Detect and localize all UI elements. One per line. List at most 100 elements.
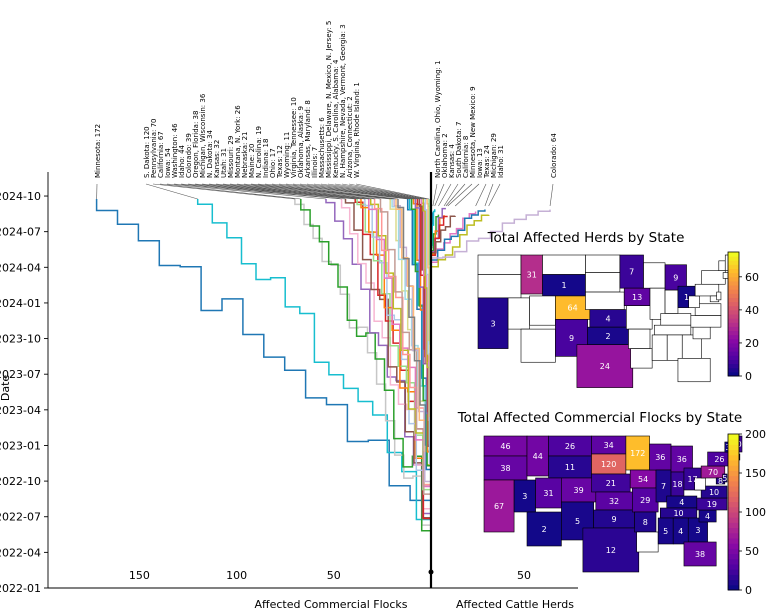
colorbar-tick-label: 20 <box>745 337 759 350</box>
y-tick-label: 2023-04 <box>0 404 41 417</box>
y-tick-label: 2023-07 <box>0 368 41 381</box>
state-shape <box>688 295 700 308</box>
series-line <box>360 199 432 563</box>
state-shape <box>535 477 562 509</box>
flocks-map-title: Total Affected Commercial Flocks by Stat… <box>457 410 743 426</box>
colorbar-segment <box>728 543 739 549</box>
colorbar-segment <box>728 512 739 518</box>
series-label: Massachusetts: 6 <box>318 117 326 178</box>
state-value-label: 11 <box>565 463 575 472</box>
state-value-label: 38 <box>500 464 510 473</box>
colorbar-segment <box>728 318 739 323</box>
colorbar-segment <box>728 460 739 466</box>
series-labels: Minnesota: 172 S. Dakota: 120 Pennsylvania… <box>94 21 558 179</box>
label-leader <box>159 183 301 200</box>
y-tick-label: 2023-01 <box>0 439 41 452</box>
y-tick-label: 2022-04 <box>0 546 41 559</box>
label-leader <box>271 183 398 200</box>
colorbar-segment <box>728 454 739 461</box>
label-leaders <box>96 183 554 207</box>
label-leader <box>166 183 327 200</box>
series-label: North Carolina, Ohio, Wyoming: 1 <box>434 60 442 178</box>
colorbar-tick-label: 0 <box>745 370 752 383</box>
series-line <box>356 199 432 564</box>
colorbar-segment <box>728 338 739 344</box>
state-shape <box>643 262 666 289</box>
series-line <box>412 199 432 570</box>
colorbar-tick-label: 150 <box>745 467 766 480</box>
series-line <box>196 199 432 564</box>
series-label: N. Hampshire, Nevada, Vermont, Georgia: … <box>339 24 347 178</box>
state-shape <box>664 289 679 314</box>
series-label: Texas: 24 <box>483 145 491 179</box>
state-shape <box>520 328 556 363</box>
label-leader <box>229 183 375 200</box>
state-shape <box>561 501 594 541</box>
state-shape <box>555 319 588 357</box>
colorbar-segment <box>728 501 739 508</box>
label-leader <box>313 183 418 200</box>
colorbar-segment <box>728 309 739 315</box>
series-label: N. Dakota: 34 <box>206 129 214 178</box>
state-value-label: 2 <box>542 525 547 534</box>
label-leader <box>434 183 445 207</box>
label-leader <box>278 183 408 200</box>
colorbar-segment <box>728 527 739 534</box>
colorbar-segment <box>728 359 739 365</box>
flocks-map: 4626341723844111203636262021546733139322… <box>483 428 766 597</box>
colorbar-segment <box>728 363 739 369</box>
series-label: Idaho: 31 <box>497 145 505 178</box>
series-label: Arkansas, Maryland: 8 <box>304 100 312 178</box>
herds-map-title: Total Affected Herds by State <box>487 230 685 246</box>
state-value-label: 67 <box>494 502 504 511</box>
series-label: California: 8 <box>462 136 470 178</box>
colorbar-segment <box>728 434 739 440</box>
state-value-label: 12 <box>606 546 616 555</box>
y-tick-label: 2024-04 <box>0 261 41 274</box>
state-value-label: 38 <box>695 550 705 559</box>
state-value-label: 7 <box>629 268 634 277</box>
colorbar-segment <box>728 326 739 332</box>
state-value-label: 36 <box>655 453 665 462</box>
colorbar-segment <box>728 260 739 265</box>
x-tick-label: 50 <box>517 569 531 582</box>
state-shape <box>477 274 522 299</box>
series-label: Michigan, Wisconsin: 36 <box>199 93 207 178</box>
series-label: Utah: 31 <box>220 148 228 178</box>
series-label: Idaho: 44 <box>178 144 186 178</box>
label-leader <box>299 183 414 200</box>
series-line <box>430 214 490 284</box>
series-line <box>397 199 432 564</box>
series-line <box>95 199 432 564</box>
colorbar-segment <box>728 480 739 487</box>
colorbar-segment <box>728 289 739 294</box>
label-leader <box>145 183 198 200</box>
colorbar-segment <box>728 355 739 360</box>
series-label: Texas: 12 <box>276 145 284 179</box>
colorbar-segment <box>728 470 739 477</box>
colorbar-segment <box>728 548 739 555</box>
series-label: Virginia, Tennessee: 10 <box>290 97 298 178</box>
y-axis-label: Date <box>0 375 12 402</box>
state-value-label: 54 <box>638 475 648 484</box>
colorbar-segment <box>728 475 739 482</box>
state-value-label: 31 <box>543 489 553 498</box>
state-value-label: 9 <box>569 334 574 343</box>
state-value-label: 18 <box>672 480 682 489</box>
state-shape <box>651 334 668 361</box>
label-leader <box>208 183 365 200</box>
label-leader <box>475 183 487 207</box>
label-leader <box>306 183 416 200</box>
series-label: Nebraska: 21 <box>241 131 249 178</box>
state-shape <box>585 291 625 310</box>
origin-dot <box>428 569 434 575</box>
state-value-label: 9 <box>612 515 617 524</box>
state-shape <box>700 485 728 499</box>
colorbar-segment <box>728 496 739 503</box>
state-shape <box>632 487 659 513</box>
label-leader <box>445 183 466 207</box>
state-value-label: 3 <box>522 492 527 501</box>
colorbar-segment <box>728 517 739 523</box>
